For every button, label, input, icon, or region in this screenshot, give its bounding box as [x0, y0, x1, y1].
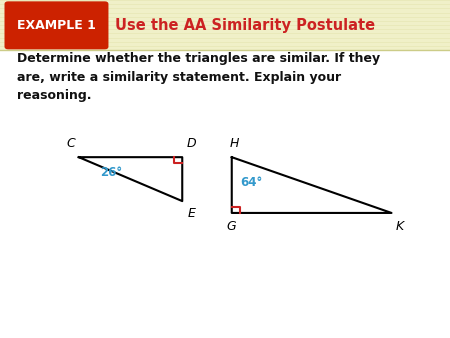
Text: H: H — [230, 137, 239, 150]
Text: G: G — [226, 220, 236, 233]
Text: C: C — [67, 137, 75, 150]
Text: K: K — [396, 220, 404, 233]
Text: 64°: 64° — [240, 176, 262, 189]
Text: Use the AA Similarity Postulate: Use the AA Similarity Postulate — [115, 18, 375, 32]
Text: EXAMPLE 1: EXAMPLE 1 — [17, 19, 96, 31]
Bar — [0, 0, 450, 50]
FancyBboxPatch shape — [4, 1, 108, 49]
Text: E: E — [188, 207, 195, 220]
Text: 26°: 26° — [100, 166, 122, 179]
Text: Determine whether the triangles are similar. If they
are, write a similarity sta: Determine whether the triangles are simi… — [17, 52, 380, 102]
Text: D: D — [187, 137, 196, 150]
